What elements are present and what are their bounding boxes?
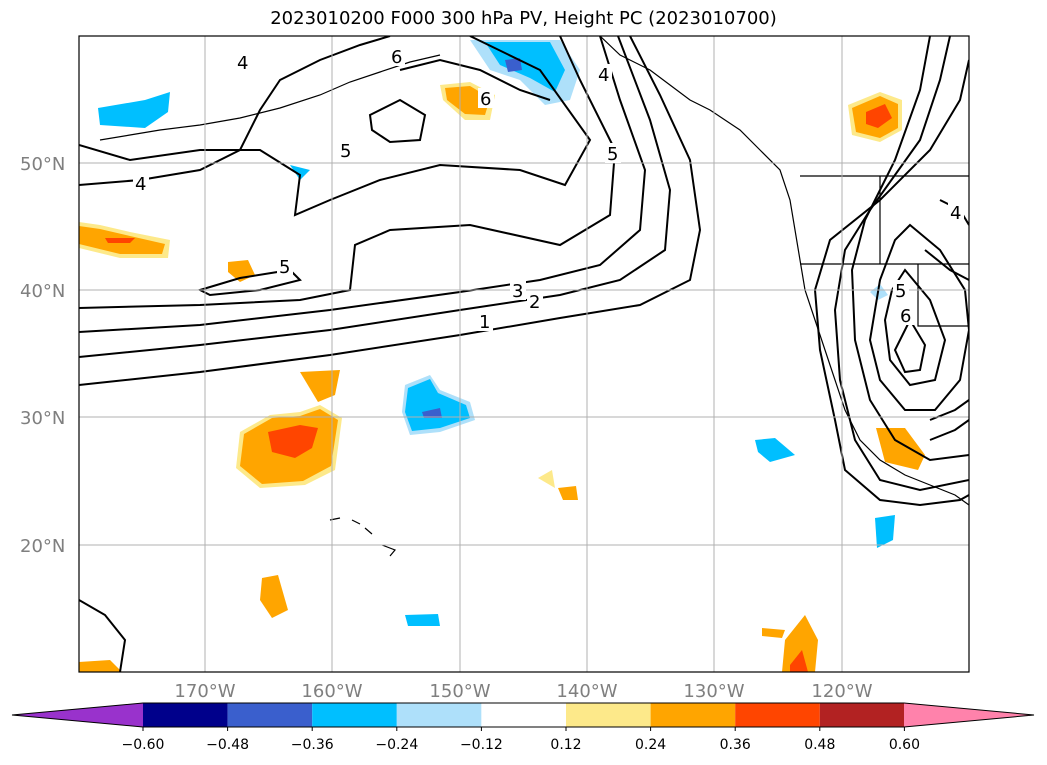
lon-label-150w: 150°W <box>429 681 490 702</box>
pv-negative-area <box>405 614 440 626</box>
colorbar-segment <box>566 703 651 727</box>
height-contour-east <box>929 419 969 441</box>
height-contour-2 <box>79 36 672 358</box>
height-contour-east <box>924 249 969 281</box>
contour-label-4: 4 <box>237 53 248 74</box>
lat-label-40n: 40°N <box>20 281 65 302</box>
lon-label-160w: 160°W <box>301 681 362 702</box>
height-contour-west <box>79 599 127 672</box>
pv-negative-core <box>422 408 442 418</box>
height-contour-east <box>868 223 969 411</box>
height-contour-closed <box>197 268 302 297</box>
colorbar-segment <box>735 703 820 727</box>
contour-label-6: 6 <box>391 47 402 68</box>
map-title: 2023010200 F000 300 hPa PV, Height PC (2… <box>270 8 777 29</box>
pv-negative-core <box>505 58 522 72</box>
contour-label-3: 3 <box>512 281 523 302</box>
colorbar-segment <box>819 703 905 727</box>
lon-label-120w: 120°W <box>811 681 872 702</box>
colorbar-tick-label: −0.36 <box>291 737 334 753</box>
height-contour-east <box>813 59 969 507</box>
gridlines <box>79 36 969 672</box>
map-frame <box>78 35 970 673</box>
contour-label-5: 5 <box>340 141 351 162</box>
height-contour-closed <box>368 98 427 144</box>
contour-label-5: 5 <box>895 281 906 302</box>
lon-label-170w: 170°W <box>174 681 235 702</box>
pv-positive-area <box>538 470 555 488</box>
colorbar-extension-high <box>904 703 1034 727</box>
colorbar-segment <box>143 703 228 727</box>
lon-label-130w: 130°W <box>683 681 744 702</box>
colorbar-tick-label: 0.60 <box>889 737 920 753</box>
pv-negative-area <box>875 515 895 548</box>
height-contour-east <box>850 36 969 462</box>
lon-label-140w: 140°W <box>556 681 617 702</box>
contour-label-6: 6 <box>900 306 911 327</box>
height-contour-east <box>893 317 927 374</box>
contour-label-4: 4 <box>950 203 961 224</box>
colorbar-tick-label: 0.48 <box>804 737 835 753</box>
height-contour-5 <box>79 36 592 217</box>
pv-positive-area <box>79 660 122 672</box>
alaska-coastline <box>599 36 969 506</box>
colorbar-tick-label: −0.24 <box>375 737 418 753</box>
height-contour-4 <box>79 36 617 309</box>
pv-fill-areas <box>79 40 925 672</box>
colorbar-segment <box>396 703 482 727</box>
height-contour-6 <box>399 58 551 101</box>
pv-positive-area <box>762 628 785 638</box>
colorbar-tick-label: −0.48 <box>206 737 249 753</box>
contour-label-5: 5 <box>607 144 618 165</box>
lat-label-30n: 30°N <box>20 408 65 429</box>
pv-negative-area <box>405 379 470 431</box>
pv-positive-core <box>790 650 808 672</box>
pv-negative-area <box>755 438 795 462</box>
pv-negative-area <box>485 42 565 92</box>
pv-positive-area <box>558 486 578 500</box>
contour-label-4: 4 <box>598 65 609 86</box>
lat-label-50n: 50°N <box>20 154 65 175</box>
aleutian-chain <box>99 54 441 141</box>
contour-label-1: 1 <box>479 312 490 333</box>
lat-label-20n: 20°N <box>20 536 65 557</box>
pv-positive-core <box>105 238 135 243</box>
pv-positive-area <box>300 370 340 402</box>
hawaii-coastline <box>329 517 396 557</box>
pv-positive-core <box>866 104 892 128</box>
colorbar-segment <box>650 703 736 727</box>
contour-label-6: 6 <box>480 89 491 110</box>
height-contour-east <box>833 36 969 492</box>
colorbar-tick-label: 0.24 <box>635 737 666 753</box>
colorbar-tick-label: 0.12 <box>550 737 581 753</box>
height-contour-east <box>883 268 947 387</box>
colorbar-extension-low <box>12 703 143 727</box>
pv-positive-area <box>260 575 288 618</box>
pv-negative-area <box>290 165 310 180</box>
height-contours <box>79 36 969 672</box>
contour-label-2: 2 <box>529 292 540 313</box>
pv-positive-area <box>782 615 818 672</box>
colorbar-tick-label: −0.12 <box>460 737 503 753</box>
pv-positive-core <box>268 425 318 458</box>
colorbar-segment <box>227 703 313 727</box>
colorbar-segment <box>481 703 566 727</box>
contour-label-4: 4 <box>135 174 146 195</box>
height-contour-1 <box>79 36 702 386</box>
colorbar-tick-label: 0.36 <box>720 737 751 753</box>
height-contour-4b <box>79 36 391 186</box>
contour-labels: 1 2 3 4 4 4 4 5 5 5 5 6 6 6 <box>133 46 964 333</box>
map-panel: 1 2 3 4 4 4 4 5 5 5 5 6 6 6 <box>79 36 969 672</box>
height-contour-3 <box>79 36 647 333</box>
colorbar-tick-label: −0.60 <box>122 737 165 753</box>
colorbar: −0.60 −0.48 −0.36 −0.24 −0.12 0.12 0.24 0.36 0.4… <box>11 702 1035 753</box>
pv-negative-area <box>98 92 170 128</box>
contour-label-5: 5 <box>279 257 290 278</box>
pv-positive-area <box>876 428 925 470</box>
colorbar-segment <box>312 703 397 727</box>
